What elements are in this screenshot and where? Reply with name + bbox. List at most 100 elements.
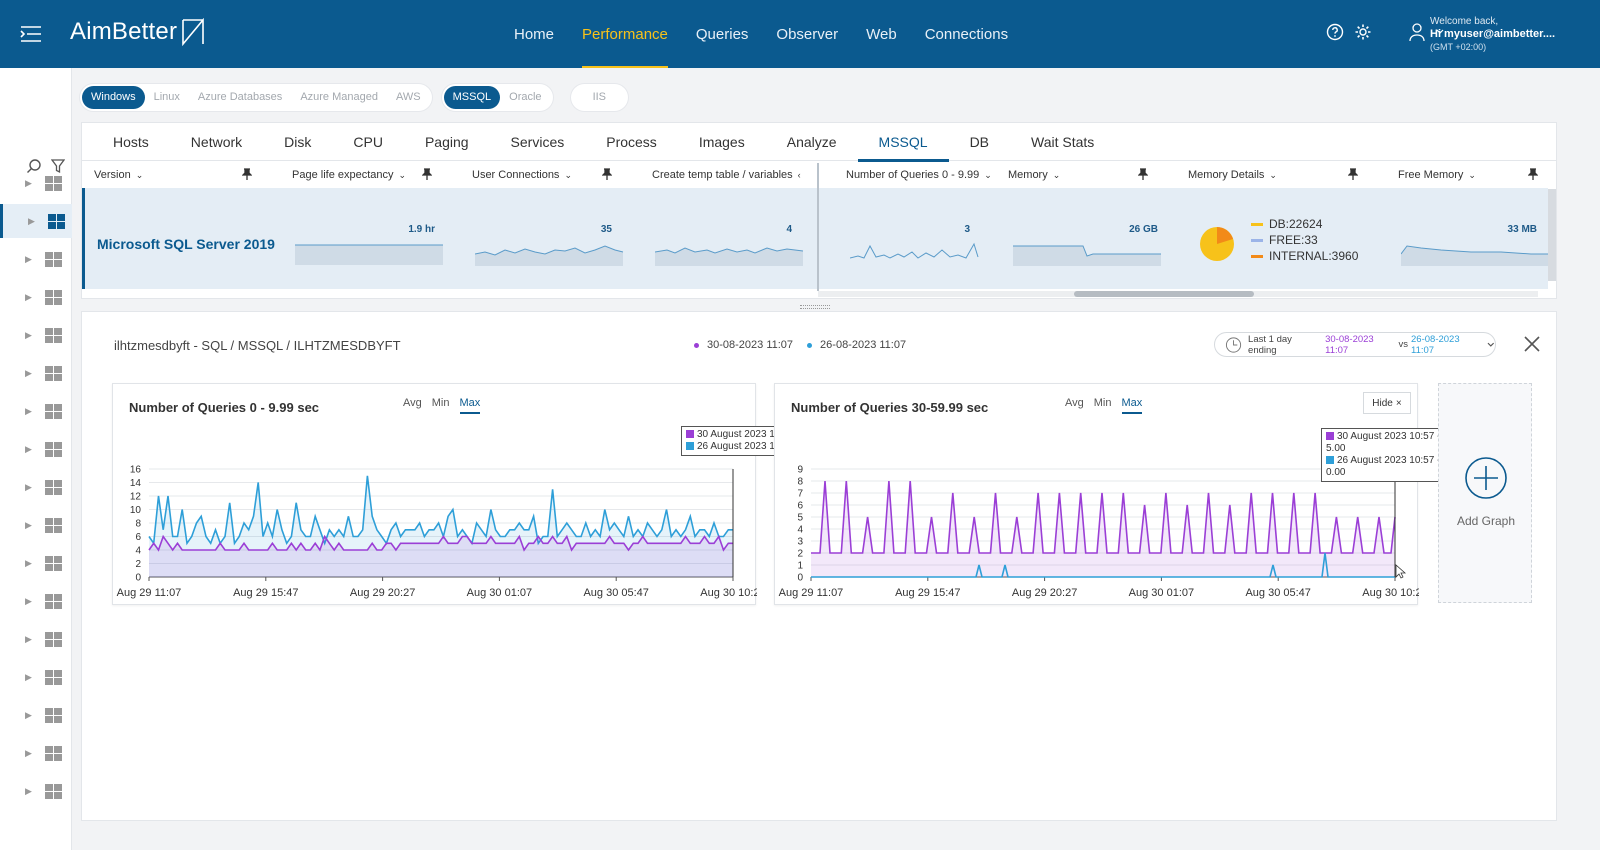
column-header[interactable]: User Connections ⌄: [472, 163, 572, 187]
sidebar-server-item[interactable]: ▶: [0, 698, 72, 732]
chevron-down-icon[interactable]: ⌄: [1468, 169, 1476, 180]
agg-max[interactable]: Max: [1121, 397, 1143, 414]
search-icon[interactable]: [26, 158, 42, 174]
chevron-right-icon[interactable]: ▶: [25, 405, 32, 416]
sidebar-server-item[interactable]: ▶: [0, 280, 72, 314]
pin-icon[interactable]: [1348, 168, 1358, 180]
chevron-right-icon[interactable]: ▶: [25, 443, 32, 454]
chevron-down-icon[interactable]: ⌄: [398, 169, 407, 180]
sidebar-server-item[interactable]: ▶: [0, 166, 72, 200]
add-graph-button[interactable]: Add Graph: [1438, 383, 1532, 603]
chevron-right-icon[interactable]: ▶: [25, 633, 32, 644]
sql-version-cell[interactable]: Microsoft SQL Server 2019: [97, 236, 275, 252]
chevron-down-icon[interactable]: ⌄: [984, 169, 992, 180]
chevron-down-icon[interactable]: ⌄: [135, 169, 144, 180]
settings-gear-icon[interactable]: [1354, 23, 1372, 41]
queries-0-9-chart[interactable]: 0 2 4 6 8 10 12 14 16 Aug 29 11:07 Aug 29 15:47 Aug…: [113, 384, 757, 606]
sidebar-server-item[interactable]: ▶: [0, 508, 72, 542]
tab-process[interactable]: Process: [606, 134, 657, 150]
filter-azure-managed[interactable]: Azure Managed: [300, 91, 378, 103]
table-row[interactable]: Microsoft SQL Server 2019 1.9 hr 35 4 3 …: [82, 188, 1551, 289]
filter-mssql[interactable]: MSSQL: [443, 86, 501, 109]
filter-windows[interactable]: Windows: [82, 86, 145, 109]
filter-icon[interactable]: [51, 158, 66, 174]
help-icon[interactable]: [1326, 23, 1344, 41]
column-header[interactable]: Version ⌄: [94, 163, 143, 187]
tab-disk[interactable]: Disk: [284, 134, 312, 150]
pin-icon[interactable]: [1528, 168, 1538, 180]
sidebar-server-item[interactable]: ▶: [0, 204, 72, 238]
vertical-scrollbar[interactable]: [1548, 189, 1556, 281]
menu-toggle-icon[interactable]: [20, 24, 42, 44]
column-header[interactable]: Create temp table / variables ‹: [652, 163, 801, 187]
sidebar-server-item[interactable]: ▶: [0, 584, 72, 618]
scrollbar-thumb[interactable]: [1074, 291, 1254, 297]
tab-images[interactable]: Images: [698, 134, 745, 150]
sidebar-server-item[interactable]: ▶: [0, 736, 72, 770]
tab-analyze[interactable]: Analyze: [786, 134, 837, 150]
sidebar-server-item[interactable]: ▶: [0, 546, 72, 580]
filter-aws[interactable]: AWS: [395, 91, 421, 103]
sidebar-server-item[interactable]: ▶: [0, 774, 72, 808]
sidebar-server-item[interactable]: ▶: [0, 356, 72, 390]
app-logo[interactable]: AimBetter: [70, 18, 205, 46]
column-header[interactable]: Number of Queries 0 - 9.99 ⌄: [846, 163, 992, 187]
chevron-right-icon[interactable]: ▶: [25, 671, 32, 682]
tab-hosts[interactable]: Hosts: [113, 134, 149, 150]
user-info[interactable]: Welcome back, Hi myuser@aimbetter.... (G…: [1430, 15, 1555, 54]
pin-icon[interactable]: [242, 168, 252, 180]
tab-mssql[interactable]: MSSQL: [857, 123, 949, 162]
tab-db[interactable]: DB: [969, 134, 990, 150]
horizontal-scrollbar[interactable]: [818, 291, 1538, 297]
chevron-down-icon[interactable]: ⌄: [1052, 169, 1061, 180]
hide-button[interactable]: Hide ×: [1363, 392, 1411, 414]
tab-wait-stats[interactable]: Wait Stats: [1031, 134, 1095, 150]
chevron-down-icon[interactable]: ⌄: [564, 169, 572, 180]
pin-icon[interactable]: [422, 168, 432, 180]
chevron-right-icon[interactable]: ▶: [28, 215, 35, 226]
chevron-right-icon[interactable]: ▶: [25, 785, 32, 796]
agg-min[interactable]: Min: [431, 397, 450, 409]
chevron-right-icon[interactable]: ▶: [25, 367, 32, 378]
column-header[interactable]: Page life expectancy ⌄: [292, 163, 406, 187]
agg-min[interactable]: Min: [1093, 397, 1112, 409]
filter-azure-databases[interactable]: Azure Databases: [197, 91, 283, 103]
column-header[interactable]: Memory Details ⌄: [1188, 163, 1277, 187]
nav-home[interactable]: Home: [514, 25, 555, 43]
chevron-right-icon[interactable]: ▶: [25, 329, 32, 340]
chevron-right-icon[interactable]: ▶: [25, 253, 32, 264]
nav-web[interactable]: Web: [866, 25, 897, 43]
chevron-down-icon[interactable]: [1436, 28, 1444, 36]
agg-avg[interactable]: Avg: [403, 397, 422, 409]
column-header[interactable]: Free Memory ⌄: [1398, 163, 1476, 187]
sidebar-server-item[interactable]: ▶: [0, 394, 72, 428]
close-icon[interactable]: [1522, 334, 1542, 354]
filter-linux[interactable]: Linux: [153, 91, 180, 103]
agg-avg[interactable]: Avg: [1065, 397, 1084, 409]
filter-oracle[interactable]: Oracle: [509, 91, 542, 103]
chevron-right-icon[interactable]: ▶: [25, 595, 32, 606]
time-range-selector[interactable]: Last 1 day ending 30-08-2023 11:07 vs 26…: [1214, 332, 1496, 357]
sidebar-server-item[interactable]: ▶: [0, 318, 72, 352]
chevron-right-icon[interactable]: ▶: [25, 709, 32, 720]
chevron-right-icon[interactable]: ▶: [25, 557, 32, 568]
chevron-right-icon[interactable]: ▶: [25, 519, 32, 530]
chevron-right-icon[interactable]: ▶: [25, 291, 32, 302]
column-header[interactable]: Memory ⌄: [1008, 163, 1060, 187]
tab-paging[interactable]: Paging: [424, 134, 469, 150]
tab-services[interactable]: Services: [510, 134, 565, 150]
frozen-column-divider[interactable]: [817, 163, 819, 291]
agg-max[interactable]: Max: [459, 397, 481, 414]
pin-icon[interactable]: [602, 168, 612, 180]
nav-queries[interactable]: Queries: [695, 25, 749, 43]
chevron-down-icon[interactable]: ‹: [797, 170, 801, 180]
sidebar-server-item[interactable]: ▶: [0, 660, 72, 694]
resize-grip[interactable]: [800, 305, 830, 309]
user-avatar-icon[interactable]: [1408, 22, 1426, 42]
chevron-right-icon[interactable]: ▶: [25, 481, 32, 492]
nav-performance[interactable]: Performance: [568, 0, 682, 68]
tab-network[interactable]: Network: [190, 134, 243, 150]
sidebar-server-item[interactable]: ▶: [0, 242, 72, 276]
chevron-right-icon[interactable]: ▶: [25, 177, 32, 188]
filter-iis[interactable]: IIS: [592, 91, 607, 103]
